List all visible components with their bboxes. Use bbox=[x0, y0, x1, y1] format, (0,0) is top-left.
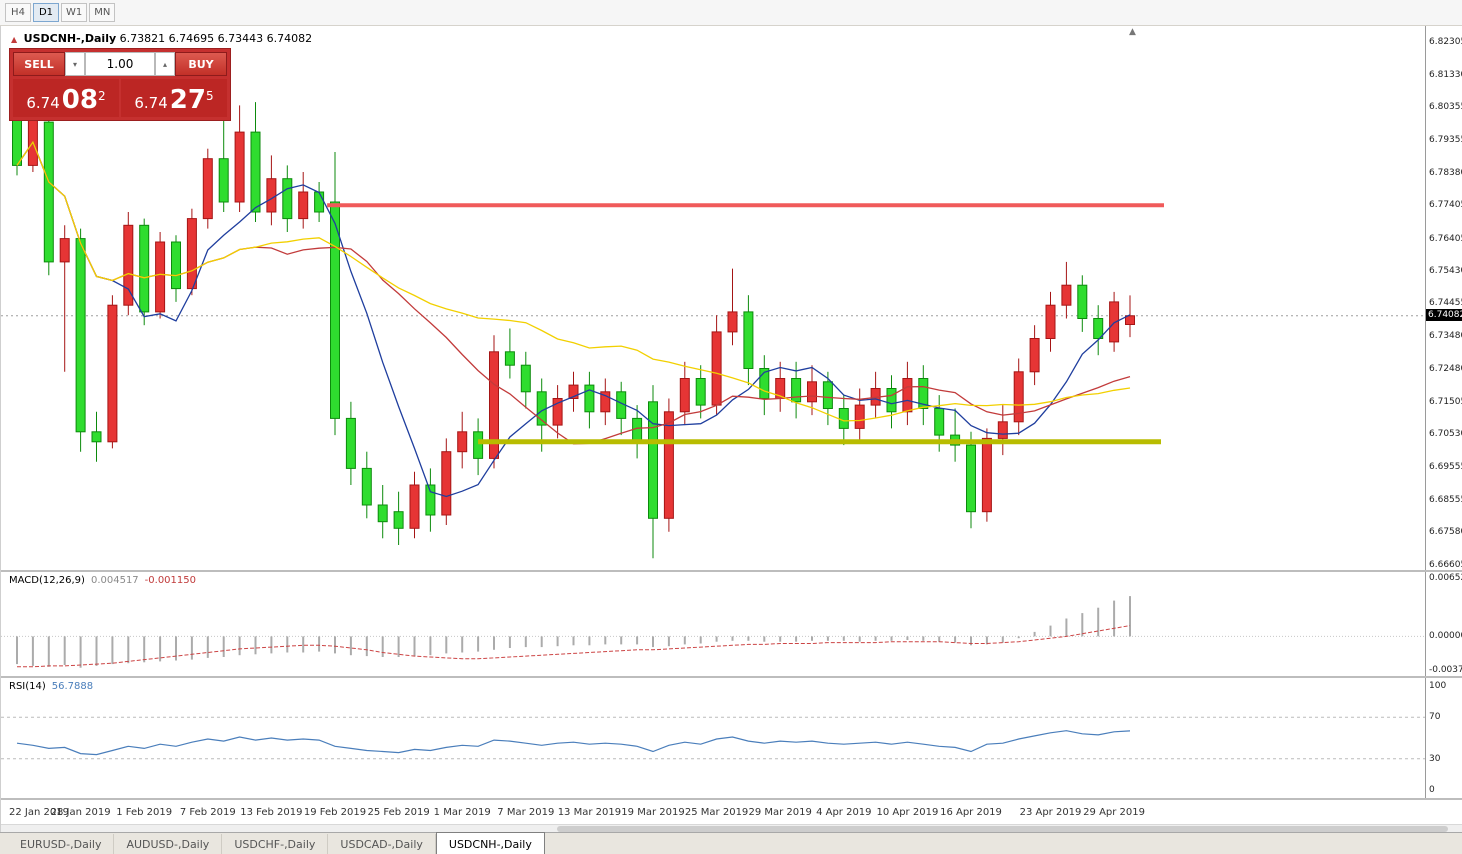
ma-fast-blue-line bbox=[16, 140, 1131, 498]
chart-title: ▲ USDCNH-,Daily 6.73821 6.74695 6.73443 … bbox=[11, 32, 312, 45]
date-axis-label: 1 Feb 2019 bbox=[116, 807, 173, 818]
buy-price-display[interactable]: 6.74 27 5 bbox=[121, 79, 227, 117]
macd-indicator-label: MACD(12,26,9) 0.004517 -0.001150 bbox=[9, 575, 196, 586]
price-axis-label: 6.80355 bbox=[1429, 101, 1462, 112]
volume-decrease-button[interactable]: ▾ bbox=[65, 52, 85, 76]
chart-shift-icon[interactable]: ▲ bbox=[1129, 27, 1136, 37]
date-axis-label: 16 Apr 2019 bbox=[940, 807, 1002, 818]
chart-tab[interactable]: EURUSD-,Daily bbox=[8, 834, 115, 854]
timeframe-button-d1[interactable]: D1 bbox=[33, 3, 59, 22]
date-axis-label: 7 Feb 2019 bbox=[179, 807, 236, 818]
date-axis-label: 25 Mar 2019 bbox=[684, 807, 749, 818]
timeframe-button-mn[interactable]: MN bbox=[89, 3, 116, 22]
date-axis-label: 10 Apr 2019 bbox=[876, 807, 939, 818]
rsi-indicator-chart[interactable] bbox=[1, 678, 1425, 798]
timeframe-toolbar: H4 D1 W1 MN bbox=[0, 0, 1462, 26]
price-axis-label: 6.78380 bbox=[1429, 167, 1462, 178]
macd-signal-line bbox=[17, 625, 1131, 668]
price-axis-label: 6.69555 bbox=[1429, 461, 1462, 472]
date-axis-label: 4 Apr 2019 bbox=[816, 807, 872, 818]
instrument-icon: ▲ bbox=[11, 35, 18, 44]
rsi-value: 56.7888 bbox=[51, 681, 94, 692]
macd-axis-label: -0.003757 bbox=[1429, 665, 1462, 675]
buy-price-base: 6.74 bbox=[134, 94, 168, 112]
date-axis-label: 19 Mar 2019 bbox=[621, 807, 685, 818]
panel-splitter[interactable] bbox=[1, 676, 1462, 678]
ma-slow-yellow-line bbox=[16, 140, 1131, 422]
panel-splitter[interactable] bbox=[1, 798, 1462, 800]
macd-main-value: 0.004517 bbox=[90, 575, 139, 586]
price-axis-label: 6.76405 bbox=[1429, 233, 1462, 244]
candles bbox=[12, 102, 1135, 559]
rsi-line bbox=[16, 730, 1131, 756]
buy-price-pips: 27 bbox=[169, 85, 206, 115]
chart-tab[interactable]: USDCNH-,Daily bbox=[435, 832, 545, 854]
price-axis-label: 6.81330 bbox=[1429, 69, 1462, 80]
macd-axis-label: 0.000000 bbox=[1429, 631, 1462, 642]
chart-ohlc-values: 6.73821 6.74695 6.73443 6.74082 bbox=[119, 32, 313, 45]
rsi-axis-label: 70 bbox=[1429, 712, 1441, 723]
volume-input[interactable]: 1.00 bbox=[85, 52, 155, 76]
date-axis-label: 1 Mar 2019 bbox=[433, 807, 491, 818]
rsi-axis-label: 30 bbox=[1429, 753, 1441, 764]
price-axis-label: 6.71505 bbox=[1429, 396, 1462, 407]
price-axis-label: 6.73480 bbox=[1429, 330, 1462, 341]
date-axis-label: 25 Feb 2019 bbox=[367, 807, 430, 818]
price-axis-label: 6.79355 bbox=[1429, 135, 1462, 146]
sell-button[interactable]: SELL bbox=[13, 52, 65, 76]
date-axis-label: 13 Feb 2019 bbox=[240, 807, 303, 818]
chart-tab-bar: EURUSD-,Daily AUDUSD-,Daily USDCHF-,Daily U… bbox=[0, 832, 1462, 854]
macd-indicator-chart[interactable] bbox=[1, 572, 1425, 676]
sell-price-display[interactable]: 6.74 08 2 bbox=[13, 79, 119, 117]
date-axis-label: 13 Mar 2019 bbox=[557, 807, 622, 818]
macd-name: MACD(12,26,9) bbox=[9, 575, 85, 586]
sell-price-point: 2 bbox=[97, 89, 106, 103]
rsi-name: RSI(14) bbox=[9, 681, 46, 692]
macd-signal-value: -0.001150 bbox=[144, 575, 196, 586]
chart-symbol-label: USDCNH-,Daily bbox=[23, 32, 117, 45]
price-axis-label: 6.77405 bbox=[1429, 200, 1462, 211]
price-axis-label: 6.66605 bbox=[1429, 559, 1462, 570]
scrollbar-thumb[interactable] bbox=[556, 826, 1449, 832]
current-price-tag: 6.74082 bbox=[1426, 308, 1462, 321]
chart-tab[interactable]: AUDUSD-,Daily bbox=[114, 834, 223, 854]
date-axis-label: 28 Jan 2019 bbox=[50, 807, 111, 818]
chart-area: ▲ USDCNH-,Daily 6.73821 6.74695 6.73443 … bbox=[0, 26, 1462, 832]
one-click-trade-panel: SELL ▾ 1.00 ▴ BUY 6.74 08 2 6.74 27 5 bbox=[9, 48, 231, 121]
sell-price-base: 6.74 bbox=[26, 94, 60, 112]
price-chart[interactable] bbox=[1, 26, 1425, 570]
macd-histogram bbox=[16, 596, 1131, 668]
date-axis-label: 19 Feb 2019 bbox=[303, 807, 367, 818]
panel-splitter[interactable] bbox=[1, 570, 1462, 572]
timeframe-button-h4[interactable]: H4 bbox=[5, 3, 31, 22]
price-axis-label: 6.67580 bbox=[1429, 527, 1462, 538]
rsi-axis-label: 100 bbox=[1429, 681, 1447, 691]
chart-tab[interactable]: USDCHF-,Daily bbox=[222, 834, 329, 854]
price-axis-label: 6.82305 bbox=[1429, 37, 1462, 47]
timeframe-button-w1[interactable]: W1 bbox=[61, 3, 88, 22]
price-axis-label: 6.75430 bbox=[1429, 265, 1462, 276]
volume-increase-button[interactable]: ▴ bbox=[155, 52, 175, 76]
date-axis-label: 23 Apr 2019 bbox=[1019, 807, 1082, 818]
macd-axis-label: 0.006522 bbox=[1429, 573, 1462, 583]
date-axis-label: 7 Mar 2019 bbox=[497, 807, 555, 818]
buy-button[interactable]: BUY bbox=[175, 52, 227, 76]
price-axis-label: 6.68555 bbox=[1429, 494, 1462, 505]
chart-tab[interactable]: USDCAD-,Daily bbox=[328, 834, 436, 854]
price-axis-label: 6.72480 bbox=[1429, 364, 1462, 375]
date-axis-label: 22 Jan 2019 bbox=[9, 807, 69, 818]
price-axis-label: 6.74455 bbox=[1429, 298, 1462, 309]
price-axis-label: 6.70530 bbox=[1429, 429, 1462, 440]
rsi-indicator-label: RSI(14) 56.7888 bbox=[9, 681, 93, 692]
price-axis[interactable]: 0.006522 0.000000 -0.003757 100 70 30 0 6.82305… bbox=[1425, 26, 1462, 798]
horizontal-scrollbar[interactable] bbox=[1, 824, 1462, 832]
rsi-axis-label: 0 bbox=[1429, 785, 1435, 795]
date-axis[interactable]: 22 Jan 2019 28 Jan 2019 1 Feb 2019 7 Feb 20… bbox=[1, 800, 1462, 824]
buy-price-point: 5 bbox=[205, 89, 214, 103]
date-axis-label: 29 Apr 2019 bbox=[1083, 807, 1146, 818]
sell-price-pips: 08 bbox=[61, 85, 98, 115]
date-axis-label: 29 Mar 2019 bbox=[748, 807, 812, 818]
